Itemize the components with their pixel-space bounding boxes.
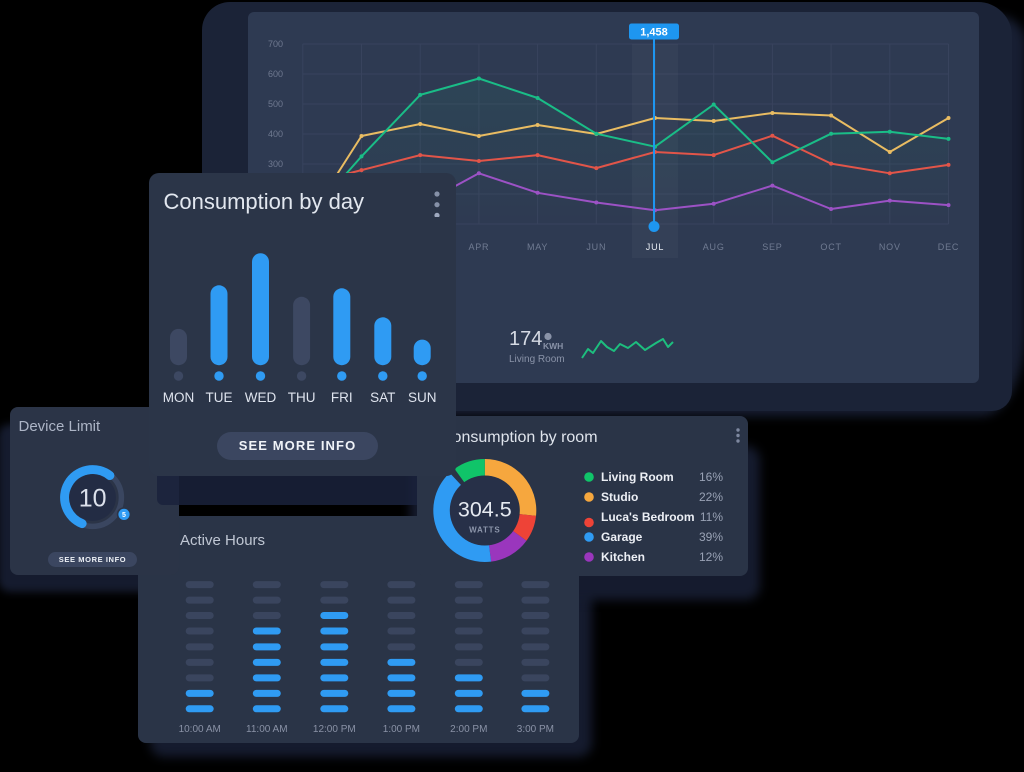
svg-text:10:00 AM: 10:00 AM	[179, 724, 221, 735]
svg-text:5: 5	[122, 512, 126, 519]
svg-text:174: 174	[509, 328, 542, 350]
svg-text:11%: 11%	[700, 510, 723, 524]
svg-text:Living Room: Living Room	[601, 470, 674, 484]
svg-text:Garage: Garage	[601, 530, 643, 544]
svg-text:WED: WED	[245, 390, 277, 405]
svg-text:KWH: KWH	[543, 341, 563, 351]
svg-text:NOV: NOV	[879, 242, 901, 252]
svg-text:39%: 39%	[699, 530, 723, 544]
svg-text:Kitchen: Kitchen	[601, 550, 645, 564]
svg-text:1,458: 1,458	[640, 27, 668, 39]
svg-text:FRI: FRI	[331, 390, 353, 405]
svg-text:APR: APR	[468, 242, 489, 252]
svg-text:MON: MON	[163, 390, 195, 405]
svg-text:OCT: OCT	[820, 242, 841, 252]
svg-text:10: 10	[79, 485, 107, 513]
svg-text:Studio: Studio	[601, 490, 638, 504]
svg-text:12%: 12%	[699, 550, 723, 564]
svg-text:SEP: SEP	[762, 242, 782, 252]
svg-text:300: 300	[268, 159, 283, 169]
svg-text:22%: 22%	[699, 490, 723, 504]
svg-text:Luca's Bedroom: Luca's Bedroom	[601, 510, 695, 524]
svg-text:16%: 16%	[699, 470, 723, 484]
svg-text:JUN: JUN	[586, 242, 606, 252]
svg-text:Living Room: Living Room	[509, 354, 565, 365]
svg-text:11:00 AM: 11:00 AM	[246, 724, 288, 735]
svg-text:12:00 PM: 12:00 PM	[313, 724, 356, 735]
svg-text:SAT: SAT	[370, 390, 395, 405]
svg-text:JUL: JUL	[646, 242, 664, 252]
svg-text:1:00 PM: 1:00 PM	[383, 724, 420, 735]
svg-text:3:00 PM: 3:00 PM	[517, 724, 554, 735]
svg-text:DEC: DEC	[938, 242, 959, 252]
svg-text:500: 500	[268, 99, 283, 109]
svg-text:AUG: AUG	[703, 242, 725, 252]
svg-text:400: 400	[268, 129, 283, 139]
svg-text:THU: THU	[288, 390, 316, 405]
svg-text:SUN: SUN	[408, 390, 437, 405]
svg-text:2:00 PM: 2:00 PM	[450, 724, 487, 735]
svg-text:700: 700	[268, 39, 283, 49]
svg-text:304.5: 304.5	[458, 498, 512, 522]
svg-text:WATTS: WATTS	[469, 526, 500, 535]
svg-text:MAY: MAY	[527, 242, 548, 252]
svg-text:600: 600	[268, 69, 283, 79]
svg-text:TUE: TUE	[206, 390, 233, 405]
